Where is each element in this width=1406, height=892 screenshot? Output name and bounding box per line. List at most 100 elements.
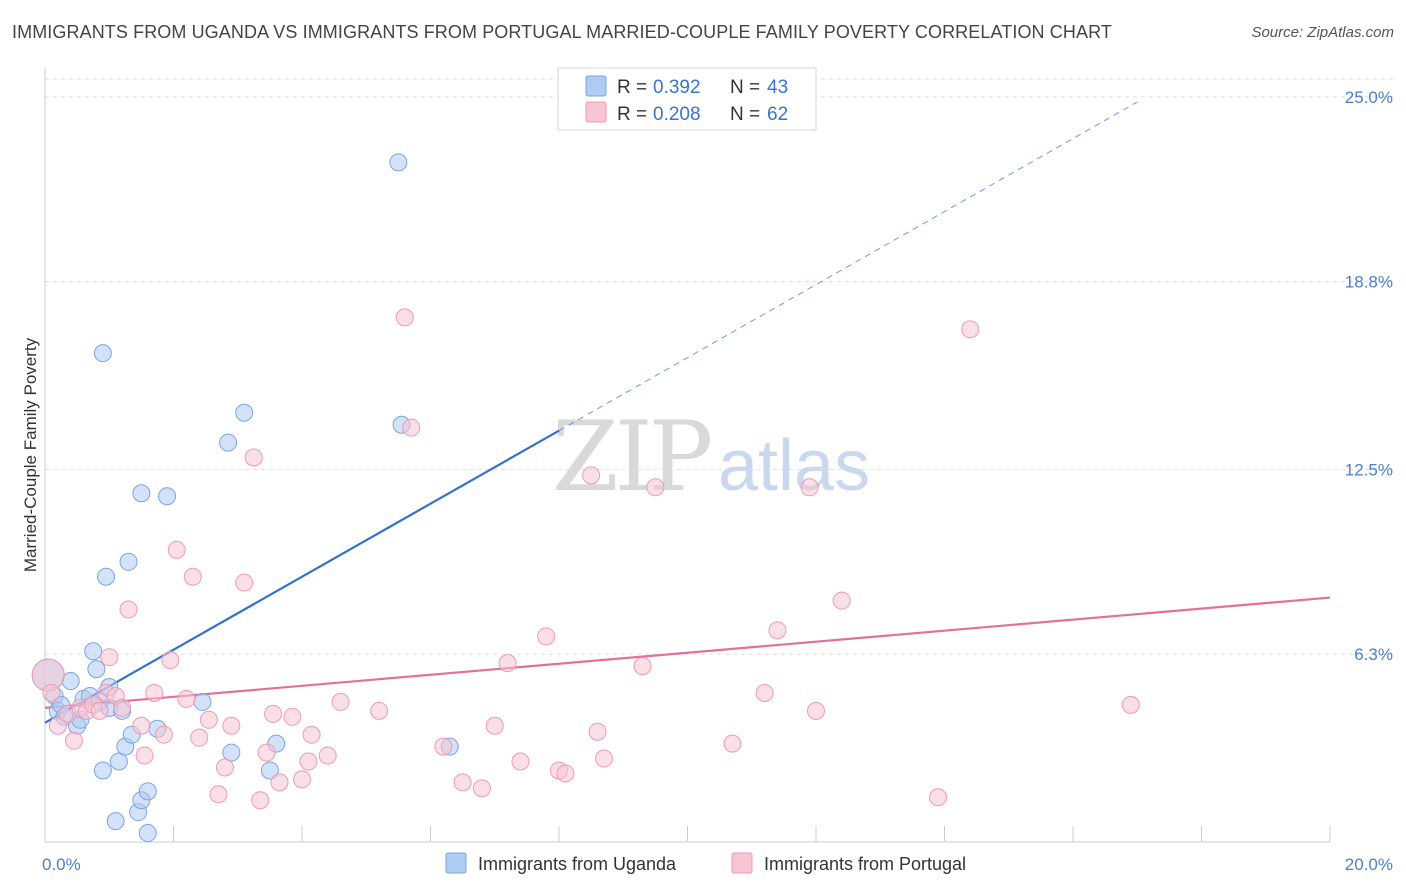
point-portugal-44 [472, 779, 491, 798]
x-tick-label-1: 20.0% [1345, 855, 1393, 874]
point-uganda-18 [106, 812, 125, 831]
legend-r-value-portugal: 0.208 [653, 104, 701, 125]
point-portugal-61 [832, 591, 851, 610]
point-portugal-31 [264, 704, 283, 723]
legend-n-label-portugal: N = [730, 104, 760, 125]
point-portugal-56 [723, 734, 742, 753]
data-points [31, 153, 1140, 843]
bottom-legend-swatch-uganda [445, 852, 467, 874]
point-uganda-30 [158, 487, 177, 506]
legend-r-label-portugal: R = [617, 104, 647, 125]
point-uganda-33 [222, 743, 241, 762]
point-portugal-21 [183, 567, 202, 586]
bottom-legend-swatch-portugal [731, 852, 753, 874]
chart-title: IMMIGRANTS FROM UGANDA VS IMMIGRANTS FRO… [12, 22, 1112, 42]
point-portugal-40 [395, 308, 414, 327]
bottom-legend-label-uganda: Immigrants from Uganda [478, 854, 677, 874]
gridlines [45, 78, 1395, 655]
point-portugal-10 [100, 648, 119, 667]
point-portugal-12 [113, 698, 132, 717]
point-uganda-37 [389, 153, 408, 172]
point-uganda-34 [235, 403, 254, 422]
point-portugal-18 [161, 651, 180, 670]
bottom-legend-label-portugal: Immigrants from Portugal [764, 854, 966, 874]
point-portugal-42 [434, 737, 453, 756]
point-portugal-55 [633, 657, 652, 676]
point-portugal-34 [293, 770, 311, 789]
point-portugal-1 [42, 683, 61, 702]
bottom-legend: Immigrants from Uganda Immigrants from P… [445, 852, 966, 874]
point-portugal-43 [453, 773, 472, 792]
point-uganda-26 [132, 484, 151, 503]
point-portugal-62 [929, 788, 948, 807]
point-portugal-54 [646, 478, 665, 497]
point-portugal-46 [498, 654, 517, 673]
point-portugal-64 [1121, 695, 1140, 714]
point-portugal-15 [135, 746, 154, 765]
point-uganda-32 [219, 433, 238, 452]
point-portugal-27 [235, 573, 254, 592]
legend-r-value-uganda: 0.392 [653, 77, 701, 98]
point-portugal-30 [257, 743, 276, 762]
point-portugal-45 [485, 716, 504, 735]
point-uganda-19 [109, 752, 128, 771]
chart-source: Source: ZipAtlas.com [1251, 24, 1394, 41]
point-portugal-39 [370, 701, 389, 720]
point-portugal-23 [199, 710, 218, 729]
point-uganda-27 [138, 782, 157, 801]
axes [44, 68, 1331, 843]
trend-line-0 [44, 429, 560, 724]
point-portugal-60 [807, 701, 825, 720]
point-portugal-25 [215, 758, 234, 777]
point-portugal-22 [190, 728, 209, 747]
point-portugal-36 [302, 725, 321, 744]
point-uganda-14 [93, 344, 112, 363]
point-portugal-24 [209, 785, 228, 804]
point-portugal-47 [511, 752, 530, 771]
y-tick-label-2: 18.8% [1345, 273, 1393, 292]
watermark-atlas: atlas [718, 426, 870, 506]
point-portugal-2 [48, 716, 67, 735]
point-portugal-57 [755, 683, 774, 702]
point-uganda-22 [119, 552, 138, 571]
y-tick-label-3: 25.0% [1345, 88, 1393, 107]
point-uganda-5 [61, 672, 80, 691]
trend-lines [44, 101, 1331, 724]
point-portugal-20 [177, 689, 196, 708]
point-uganda-31 [193, 692, 212, 711]
point-portugal-32 [270, 773, 289, 792]
point-portugal-50 [556, 764, 575, 783]
y-tick-label-0: 6.3% [1354, 645, 1393, 664]
trend-line-1 [44, 596, 1331, 709]
watermark: ZIP atlas [552, 401, 870, 513]
point-portugal-29 [251, 791, 270, 810]
y-tick-label-1: 12.5% [1345, 460, 1393, 479]
point-uganda-28 [138, 824, 157, 843]
point-portugal-8 [90, 701, 109, 720]
legend-n-label-uganda: N = [730, 77, 760, 98]
point-portugal-17 [154, 725, 173, 744]
legend-swatch-uganda [585, 75, 607, 97]
point-portugal-63 [961, 320, 980, 339]
point-portugal-38 [331, 692, 350, 711]
point-uganda-13 [93, 761, 112, 780]
point-portugal-33 [283, 707, 302, 726]
point-portugal-14 [132, 716, 151, 735]
watermark-zip: ZIP [552, 401, 711, 513]
point-portugal-58 [768, 621, 787, 640]
point-portugal-59 [800, 478, 819, 497]
point-portugal-41 [402, 418, 421, 437]
y-tick-labels: 6.3% 12.5% 18.8% 25.0% [1345, 88, 1393, 664]
x-tick-label-0: 0.0% [42, 855, 81, 874]
point-portugal-26 [222, 716, 241, 735]
point-portugal-19 [167, 540, 186, 559]
legend-box: R = 0.392 N = 43 R = 0.208 N = 62 [557, 67, 817, 131]
point-uganda-15 [97, 567, 116, 586]
point-portugal-28 [244, 448, 263, 467]
point-portugal-35 [299, 752, 318, 771]
legend-swatch-portugal [585, 101, 607, 123]
y-axis-label: Married-Couple Family Poverty [21, 337, 40, 572]
legend-r-label-uganda: R = [617, 77, 647, 98]
point-uganda-10 [84, 642, 103, 661]
